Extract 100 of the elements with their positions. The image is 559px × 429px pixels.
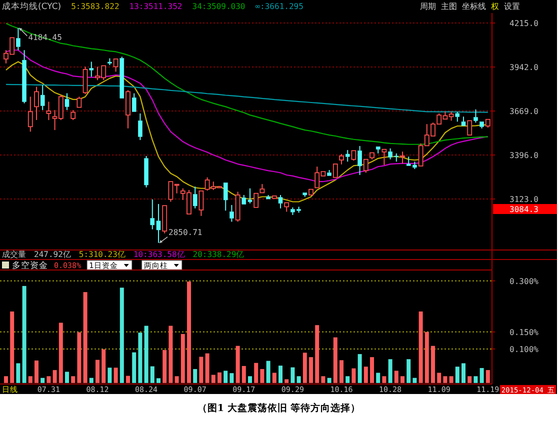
candlestick: [376, 146, 380, 154]
candlestick: [40, 84, 45, 111]
candlestick: [120, 56, 124, 98]
y-tick-label: 3396.0: [510, 151, 539, 160]
candlestick: [332, 164, 338, 178]
bar: [138, 332, 142, 383]
text: 13:3511.352: [129, 2, 182, 11]
bar: [22, 286, 26, 383]
bar: [431, 346, 435, 383]
bar: [315, 325, 320, 383]
text: 5:310.23亿: [78, 250, 126, 259]
candlestick: [22, 50, 26, 104]
bar: [340, 360, 344, 383]
bar: [230, 373, 234, 383]
bar: [168, 326, 173, 383]
text: 成交量: [2, 250, 26, 259]
bar: [333, 337, 338, 383]
candlestick: [89, 61, 94, 78]
text: 20:338.29亿: [192, 250, 244, 259]
candlestick: [132, 92, 136, 112]
text: （图1 大盘震荡依旧 等待方向选择）: [197, 402, 361, 414]
bar: [242, 366, 246, 383]
bar: [327, 378, 332, 383]
bar: [388, 359, 392, 383]
bar: [40, 378, 45, 383]
text: 34:3509.030: [192, 2, 246, 11]
bar: [352, 368, 356, 383]
candlestick: [272, 196, 277, 199]
bar: [211, 374, 216, 383]
bar: [132, 352, 136, 383]
annotation: 周期: [420, 2, 436, 11]
bar: [321, 376, 326, 383]
bar: [290, 367, 295, 383]
bar: [120, 288, 124, 383]
bar: [205, 353, 210, 383]
bar: [162, 350, 167, 383]
bar: [296, 376, 301, 383]
bar: [443, 376, 448, 383]
bar: [96, 360, 100, 383]
bar: [278, 366, 282, 383]
bar: [376, 372, 380, 383]
bar: [260, 369, 264, 383]
bar: [309, 357, 313, 383]
bar: [254, 362, 258, 383]
bar: [486, 370, 490, 383]
text: 10:363.58亿: [133, 250, 185, 259]
y-tick-label: 3669.0: [510, 107, 539, 116]
chart-title: 多空资金: [12, 260, 48, 271]
candlestick: [223, 182, 228, 212]
text: 5:3583.822: [71, 2, 120, 11]
bar: [102, 349, 106, 383]
bar: [89, 378, 94, 383]
bar: [114, 368, 118, 383]
candlestick: [113, 58, 118, 72]
bar: [16, 363, 20, 383]
bar: [480, 368, 484, 383]
bar: [187, 282, 191, 383]
candlestick: [461, 116, 466, 126]
bar: [28, 376, 32, 383]
y-tick-label: 0.300%: [510, 276, 539, 286]
bar: [83, 292, 88, 383]
bar: [346, 376, 350, 383]
bar: [126, 376, 130, 383]
bar: [400, 376, 404, 383]
bar: [52, 370, 57, 383]
bar: [284, 379, 289, 383]
candlestick: [76, 96, 82, 108]
bar: [272, 372, 276, 383]
annotation: 主图: [441, 2, 457, 11]
bar: [174, 376, 179, 383]
y-tick-label: 0.150%: [510, 328, 539, 337]
text: ∞:3661.295: [255, 2, 304, 11]
bar: [394, 370, 398, 383]
text: 设置: [504, 2, 520, 11]
bar: [193, 369, 198, 383]
y-tick-label: 0.100%: [510, 344, 539, 354]
bar: [34, 360, 38, 383]
bar: [370, 357, 374, 383]
candlestick: [34, 86, 39, 121]
y-tick-label: 4215.0: [510, 19, 539, 28]
candlestick: [382, 148, 387, 166]
bar: [108, 368, 112, 383]
bar: [77, 332, 82, 383]
bar: [236, 346, 240, 383]
bar: [248, 376, 252, 383]
bar: [4, 376, 8, 383]
text: 3084.3: [510, 205, 539, 214]
chart-title: 成本均线(CYC): [2, 1, 62, 12]
line-series: [5, 84, 488, 113]
bar: [462, 363, 466, 383]
bar: [199, 356, 204, 383]
candlestick: [198, 190, 204, 216]
candlestick: [260, 184, 265, 194]
candlestick: [467, 120, 472, 136]
bar: [156, 378, 160, 383]
bar: [302, 352, 307, 383]
y-tick-label: 3123.0: [510, 195, 539, 204]
annotation: 权: [490, 2, 499, 11]
bar: [474, 376, 478, 383]
bar: [424, 332, 429, 383]
